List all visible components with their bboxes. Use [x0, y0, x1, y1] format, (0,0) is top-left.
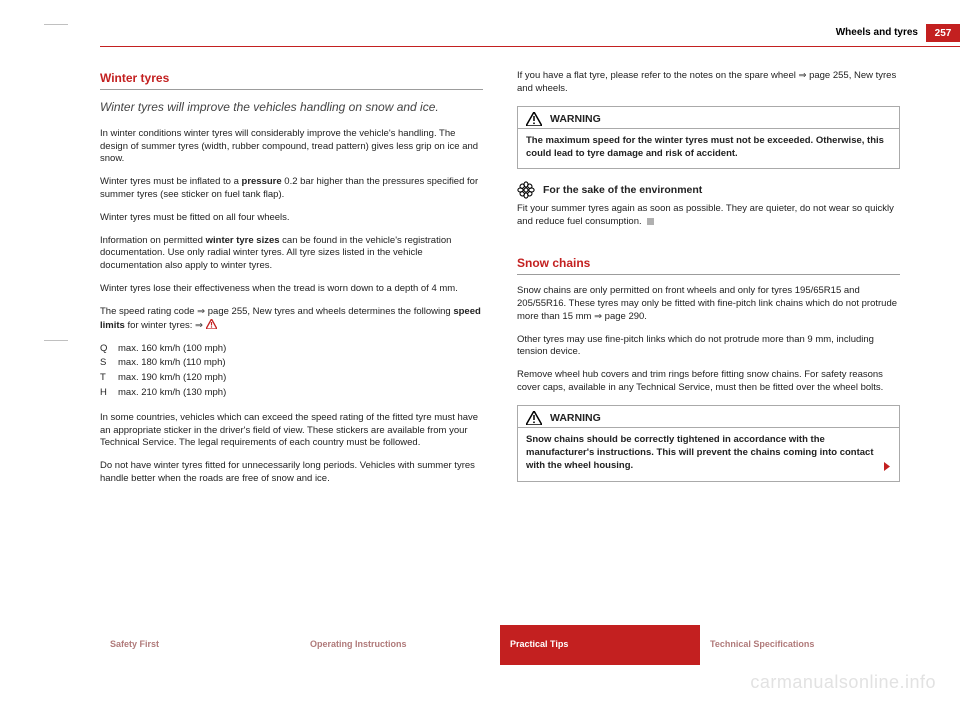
footer-tab-safety[interactable]: Safety First	[100, 625, 300, 665]
text: Fit your summer tyres again as soon as p…	[517, 203, 894, 227]
paragraph: Winter tyres lose their effectiveness wh…	[100, 283, 483, 296]
warning-triangle-icon	[206, 319, 217, 329]
text: Winter tyres must be inflated to a	[100, 176, 242, 187]
page-header: Wheels and tyres	[836, 27, 918, 38]
section-title-snow-chains: Snow chains	[517, 255, 900, 271]
footer-tabs: Safety First Operating Instructions Prac…	[100, 625, 900, 665]
speed-text: max. 180 km/h (110 mph)	[118, 357, 226, 368]
speed-text: max. 160 km/h (100 mph)	[118, 343, 226, 354]
right-column: If you have a flat tyre, please refer to…	[517, 70, 900, 611]
speed-row: Tmax. 190 km/h (120 mph)	[100, 372, 483, 385]
paragraph: Winter tyres must be inflated to a press…	[100, 176, 483, 202]
speed-list: Qmax. 160 km/h (100 mph) Smax. 180 km/h …	[100, 343, 483, 400]
text: for winter tyres: ⇒	[125, 320, 206, 331]
paragraph: If you have a flat tyre, please refer to…	[517, 70, 900, 96]
footer-tab-technical[interactable]: Technical Specifications	[700, 625, 900, 665]
warning-body: The maximum speed for the winter tyres m…	[518, 128, 899, 169]
footer-tab-practical[interactable]: Practical Tips	[500, 625, 700, 665]
paragraph: In winter conditions winter tyres will c…	[100, 128, 483, 166]
left-column: Winter tyres Winter tyres will improve t…	[100, 70, 483, 611]
speed-row: Qmax. 160 km/h (100 mph)	[100, 343, 483, 356]
paragraph: Fit your summer tyres again as soon as p…	[517, 203, 900, 229]
end-marker-icon	[647, 218, 654, 225]
continue-arrow-icon	[882, 462, 891, 471]
footer-tab-operating[interactable]: Operating Instructions	[300, 625, 500, 665]
speed-row: Smax. 180 km/h (110 mph)	[100, 357, 483, 370]
header-rule	[100, 46, 960, 47]
section-rule	[517, 274, 900, 275]
section-subhead: Winter tyres will improve the vehicles h…	[100, 100, 483, 116]
bold-text: pressure	[242, 176, 282, 187]
section-title-winter-tyres: Winter tyres	[100, 70, 483, 86]
paragraph: In some countries, vehicles which can ex…	[100, 412, 483, 450]
speed-row: Hmax. 210 km/h (130 mph)	[100, 387, 483, 400]
text: The speed rating code ⇒ page 255, New ty…	[100, 306, 453, 317]
speed-code: H	[100, 387, 118, 400]
crop-mark	[44, 24, 68, 25]
warning-header: WARNING	[518, 107, 899, 128]
environment-header: For the sake of the environment	[517, 181, 900, 199]
speed-text: max. 190 km/h (120 mph)	[118, 372, 226, 383]
warning-triangle-icon	[526, 411, 542, 425]
speed-text: max. 210 km/h (130 mph)	[118, 387, 226, 398]
text: Snow chains should be correctly tightene…	[526, 434, 873, 471]
paragraph: Winter tyres must be fitted on all four …	[100, 212, 483, 225]
paragraph: Other tyres may use fine-pitch links whi…	[517, 334, 900, 360]
speed-code: T	[100, 372, 118, 385]
warning-box: WARNING The maximum speed for the winter…	[517, 106, 900, 170]
content-columns: Winter tyres Winter tyres will improve t…	[100, 70, 900, 611]
page-number: 257	[926, 24, 960, 42]
environment-title: For the sake of the environment	[543, 183, 702, 197]
speed-code: S	[100, 357, 118, 370]
paragraph: Remove wheel hub covers and trim rings b…	[517, 369, 900, 395]
text: Information on permitted	[100, 235, 206, 246]
bold-text: winter tyre sizes	[206, 235, 280, 246]
paragraph: The speed rating code ⇒ page 255, New ty…	[100, 306, 483, 333]
warning-box: WARNING Snow chains should be correctly …	[517, 405, 900, 482]
paragraph: Information on permitted winter tyre siz…	[100, 235, 483, 273]
warning-title: WARNING	[550, 411, 601, 425]
paragraph: Snow chains are only permitted on front …	[517, 285, 900, 323]
warning-triangle-icon	[526, 112, 542, 126]
crop-mark	[44, 340, 68, 341]
section-rule	[100, 89, 483, 90]
paragraph: Do not have winter tyres fitted for unne…	[100, 460, 483, 486]
flower-icon	[517, 181, 535, 199]
watermark: carmanualsonline.info	[750, 672, 936, 693]
warning-title: WARNING	[550, 112, 601, 126]
warning-header: WARNING	[518, 406, 899, 427]
speed-code: Q	[100, 343, 118, 356]
warning-body: Snow chains should be correctly tightene…	[518, 427, 899, 480]
